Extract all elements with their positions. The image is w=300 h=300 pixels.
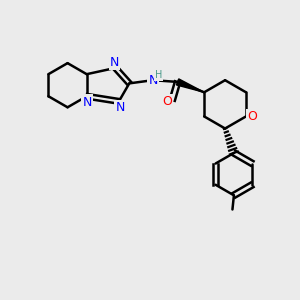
Text: H: H	[155, 70, 162, 80]
Text: N: N	[149, 74, 158, 87]
Text: N: N	[82, 96, 92, 109]
Text: N: N	[110, 56, 119, 69]
Text: O: O	[248, 110, 257, 123]
Text: O: O	[162, 95, 172, 108]
Text: N: N	[116, 101, 125, 114]
Polygon shape	[176, 79, 204, 92]
